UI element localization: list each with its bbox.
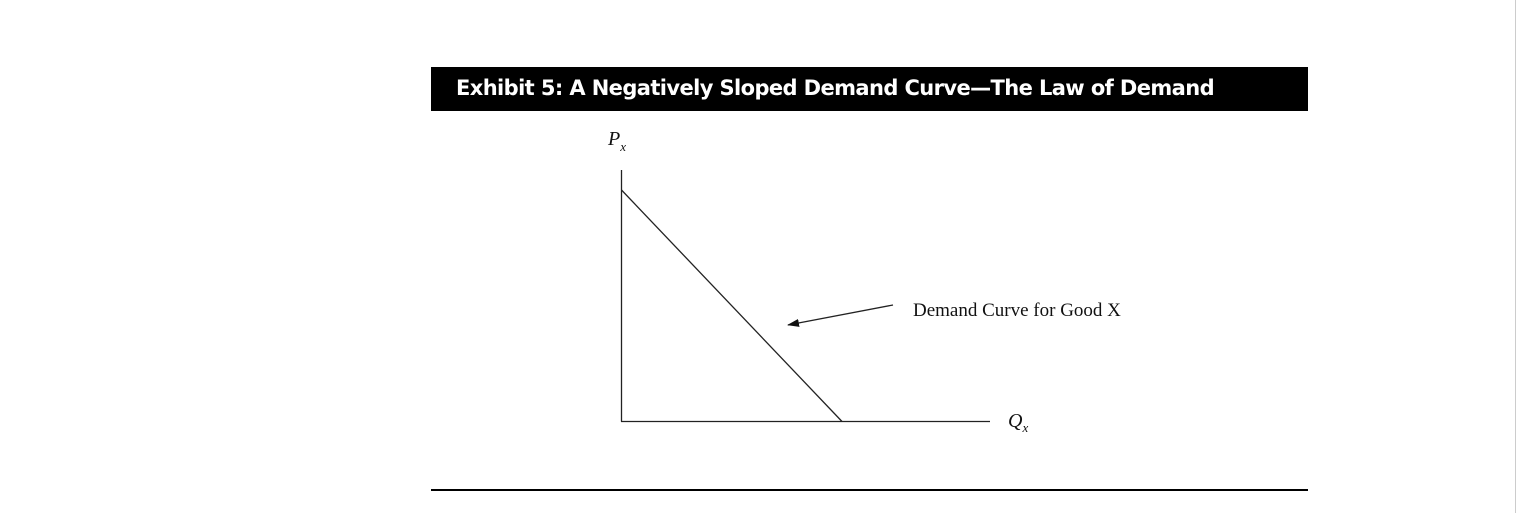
annotation: Demand Curve for Good X	[913, 300, 1121, 321]
demand-curve	[621, 189, 843, 422]
title: Exhibit 5: A Negatively Sloped Demand Cu…	[456, 76, 1215, 100]
title-bar: Exhibit 5: A Negatively Sloped Demand Cu…	[431, 67, 1308, 111]
y-axis-label: Px	[607, 128, 626, 154]
y-axis-main: P	[607, 128, 620, 150]
x-axis-main: Q	[1008, 410, 1023, 432]
x-axis-label: Qx	[1008, 410, 1028, 435]
x-axis-sub: x	[1021, 420, 1028, 435]
y-axis-sub: x	[619, 139, 626, 154]
arrow	[787, 304, 894, 327]
